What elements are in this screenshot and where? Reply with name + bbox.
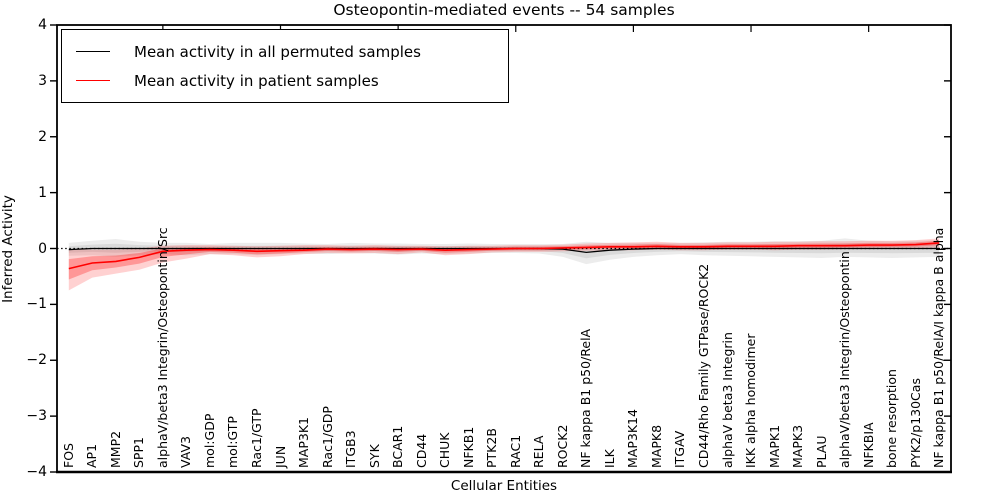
patient-band-outer	[68, 238, 940, 291]
y-tick-label: 2	[38, 128, 47, 145]
x-tick-label: PLAU	[813, 435, 829, 469]
x-tick-label: RELA	[531, 435, 547, 468]
x-axis-title: Cellular Entities	[450, 478, 558, 494]
x-tick-label: alphaV/beta3 Integrin/Osteopontin	[837, 251, 853, 468]
y-tick-label: 1	[38, 184, 47, 201]
chart-title: Osteopontin-mediated events -- 54 sample…	[333, 1, 675, 19]
x-tick-label: SPP1	[131, 437, 147, 468]
legend-line-permuted-icon	[76, 51, 110, 52]
x-tick-label: BCAR1	[390, 425, 406, 468]
x-tick-label: alphaV beta3 Integrin	[719, 332, 735, 468]
x-tick-label: MAPK3	[790, 424, 806, 468]
y-tick-label: −3	[26, 408, 47, 425]
x-tick-label: PTK2B	[484, 428, 500, 468]
x-tick-label: ROCK2	[554, 424, 570, 468]
x-tick-label: AP1	[84, 443, 100, 468]
permuted-band-outer	[68, 238, 940, 265]
legend-row-permuted: Mean activity in all permuted samples	[76, 37, 508, 66]
x-tick-label: bone resorption	[884, 369, 900, 468]
y-tick-label: 4	[38, 17, 47, 33]
x-tick-label: ITGAV	[672, 430, 688, 468]
y-tick-label: 0	[38, 240, 47, 257]
legend: Mean activity in all permuted samples Me…	[61, 29, 509, 103]
x-tick-label: VAV3	[178, 435, 194, 468]
x-tick-label: SYK	[366, 444, 382, 468]
y-tick-label: −1	[26, 296, 47, 313]
legend-label-permuted: Mean activity in all permuted samples	[134, 42, 421, 61]
x-tick-label: NFKBIA	[860, 422, 876, 468]
x-tick-label: MAPK1	[766, 424, 782, 468]
x-tick-label: alphaV/beta3 Integrin/Osteopontin/Src	[154, 227, 170, 468]
x-tick-label: MAP3K1	[296, 417, 312, 468]
x-tick-label: ITGB3	[343, 430, 359, 468]
x-tick-label: RAC1	[507, 434, 523, 468]
x-tick-label: JUN	[272, 445, 288, 468]
y-tick-label: 3	[38, 72, 47, 89]
y-tick-label: −4	[26, 464, 47, 480]
x-tick-label: Rac1/GDP	[319, 406, 335, 468]
x-tick-label: ILK	[601, 449, 617, 468]
x-tick-label: NF kappa B1 p50/RelA	[578, 328, 594, 468]
x-tick-label: mol:GTP	[225, 416, 241, 468]
x-tick-label: MAP3K14	[625, 409, 641, 468]
patient-mean-line	[68, 242, 940, 270]
x-tick-label: IKK alpha homodimer	[743, 333, 759, 469]
x-tick-label: MMP2	[107, 430, 123, 468]
x-tick-label: NFKB1	[460, 426, 476, 468]
x-tick-label: PYK2/p130Cas	[907, 378, 923, 468]
legend-label-patient: Mean activity in patient samples	[134, 71, 379, 90]
x-tick-label: CHUK	[437, 432, 453, 468]
x-tick-label: CD44/Rho Family GTPase/ROCK2	[695, 263, 711, 468]
legend-line-patient-icon	[76, 80, 110, 81]
x-tick-label: NF kappa B1 p50/RelA/I kappa B alpha	[931, 227, 947, 468]
x-tick-label: FOS	[60, 443, 76, 468]
x-tick-label: MAPK8	[648, 424, 664, 468]
y-tick-label: −2	[26, 352, 47, 369]
x-tick-label: mol:GDP	[201, 413, 217, 468]
x-tick-label: CD44	[413, 433, 429, 468]
x-tick-label: Rac1/GTP	[248, 408, 264, 468]
legend-row-patient: Mean activity in patient samples	[76, 66, 508, 95]
